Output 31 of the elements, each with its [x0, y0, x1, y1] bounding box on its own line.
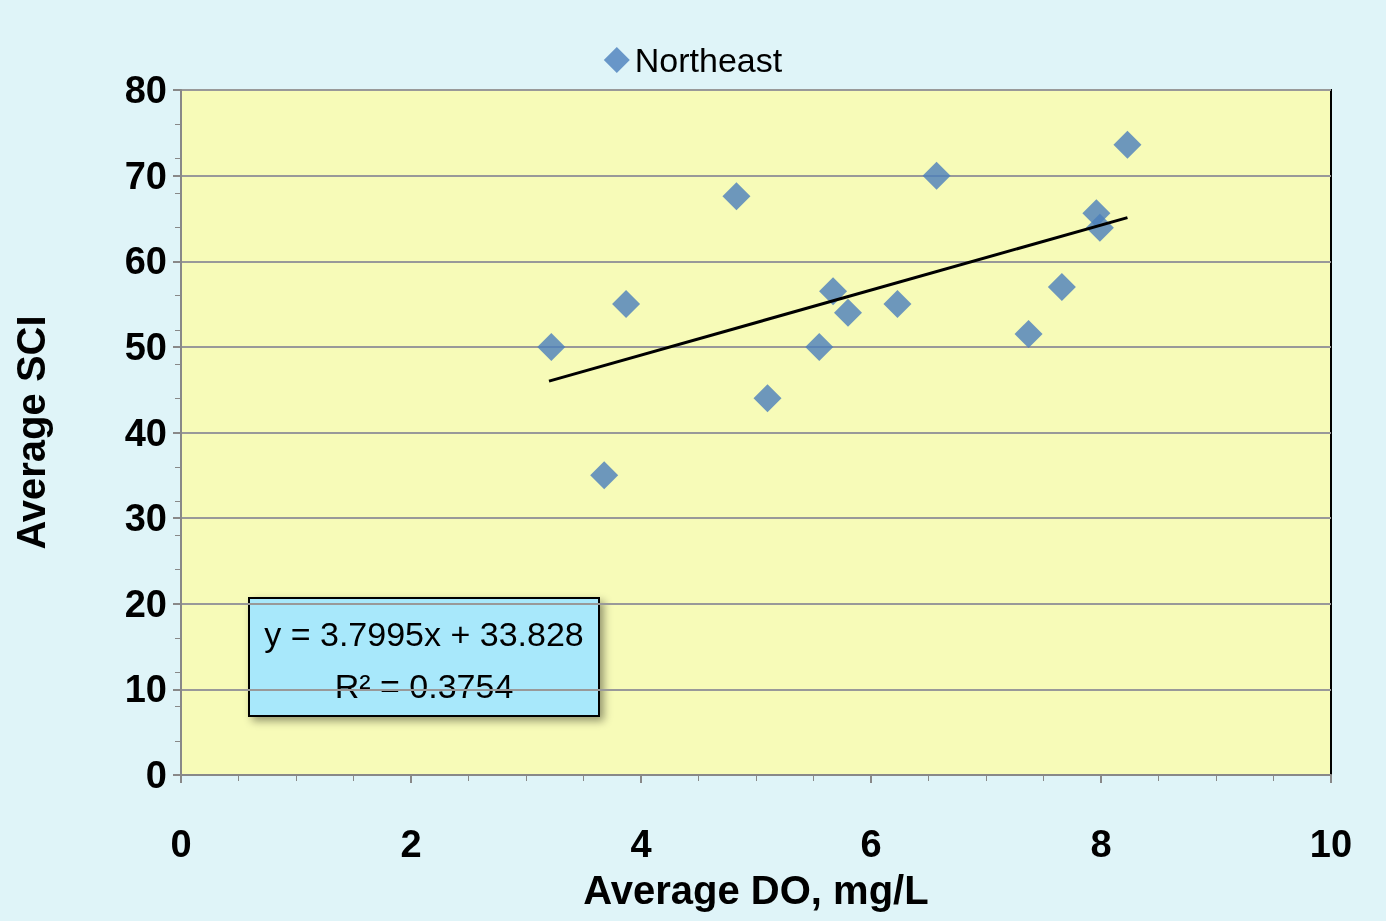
point — [922, 161, 951, 190]
y-tick-label: 20 — [124, 582, 167, 625]
point — [883, 290, 912, 319]
y-tick-label: 80 — [124, 69, 167, 111]
y-tick-label: 0 — [145, 754, 167, 796]
x-axis-title: Average DO, mg/L — [583, 868, 929, 912]
y-tick-label: 10 — [124, 668, 167, 711]
x-tick-label: 2 — [400, 823, 422, 865]
point — [1113, 130, 1142, 159]
y-tick-label: 30 — [124, 497, 167, 540]
point — [722, 182, 751, 211]
legend-label: Northeast — [634, 41, 783, 79]
x-tick-label: 6 — [860, 823, 882, 865]
y-tick-label: 50 — [124, 325, 167, 368]
point — [537, 332, 566, 361]
x-tick-label: 8 — [1090, 823, 1112, 865]
annotation: y = 3.7995x + 33.828 — [264, 615, 584, 653]
point — [612, 290, 641, 319]
point — [590, 461, 619, 490]
x-tick-label: 10 — [1309, 823, 1353, 865]
y-tick-label: 40 — [124, 411, 167, 454]
y-axis-title: Average SCI — [9, 315, 53, 550]
point — [1014, 320, 1043, 349]
point — [753, 384, 782, 413]
point — [834, 298, 862, 327]
point — [1047, 272, 1076, 301]
y-tick-label: 70 — [124, 154, 167, 197]
point — [819, 277, 848, 306]
point — [805, 332, 834, 361]
x-tick-label: 4 — [630, 823, 652, 865]
y-tick-label: 60 — [124, 240, 167, 283]
